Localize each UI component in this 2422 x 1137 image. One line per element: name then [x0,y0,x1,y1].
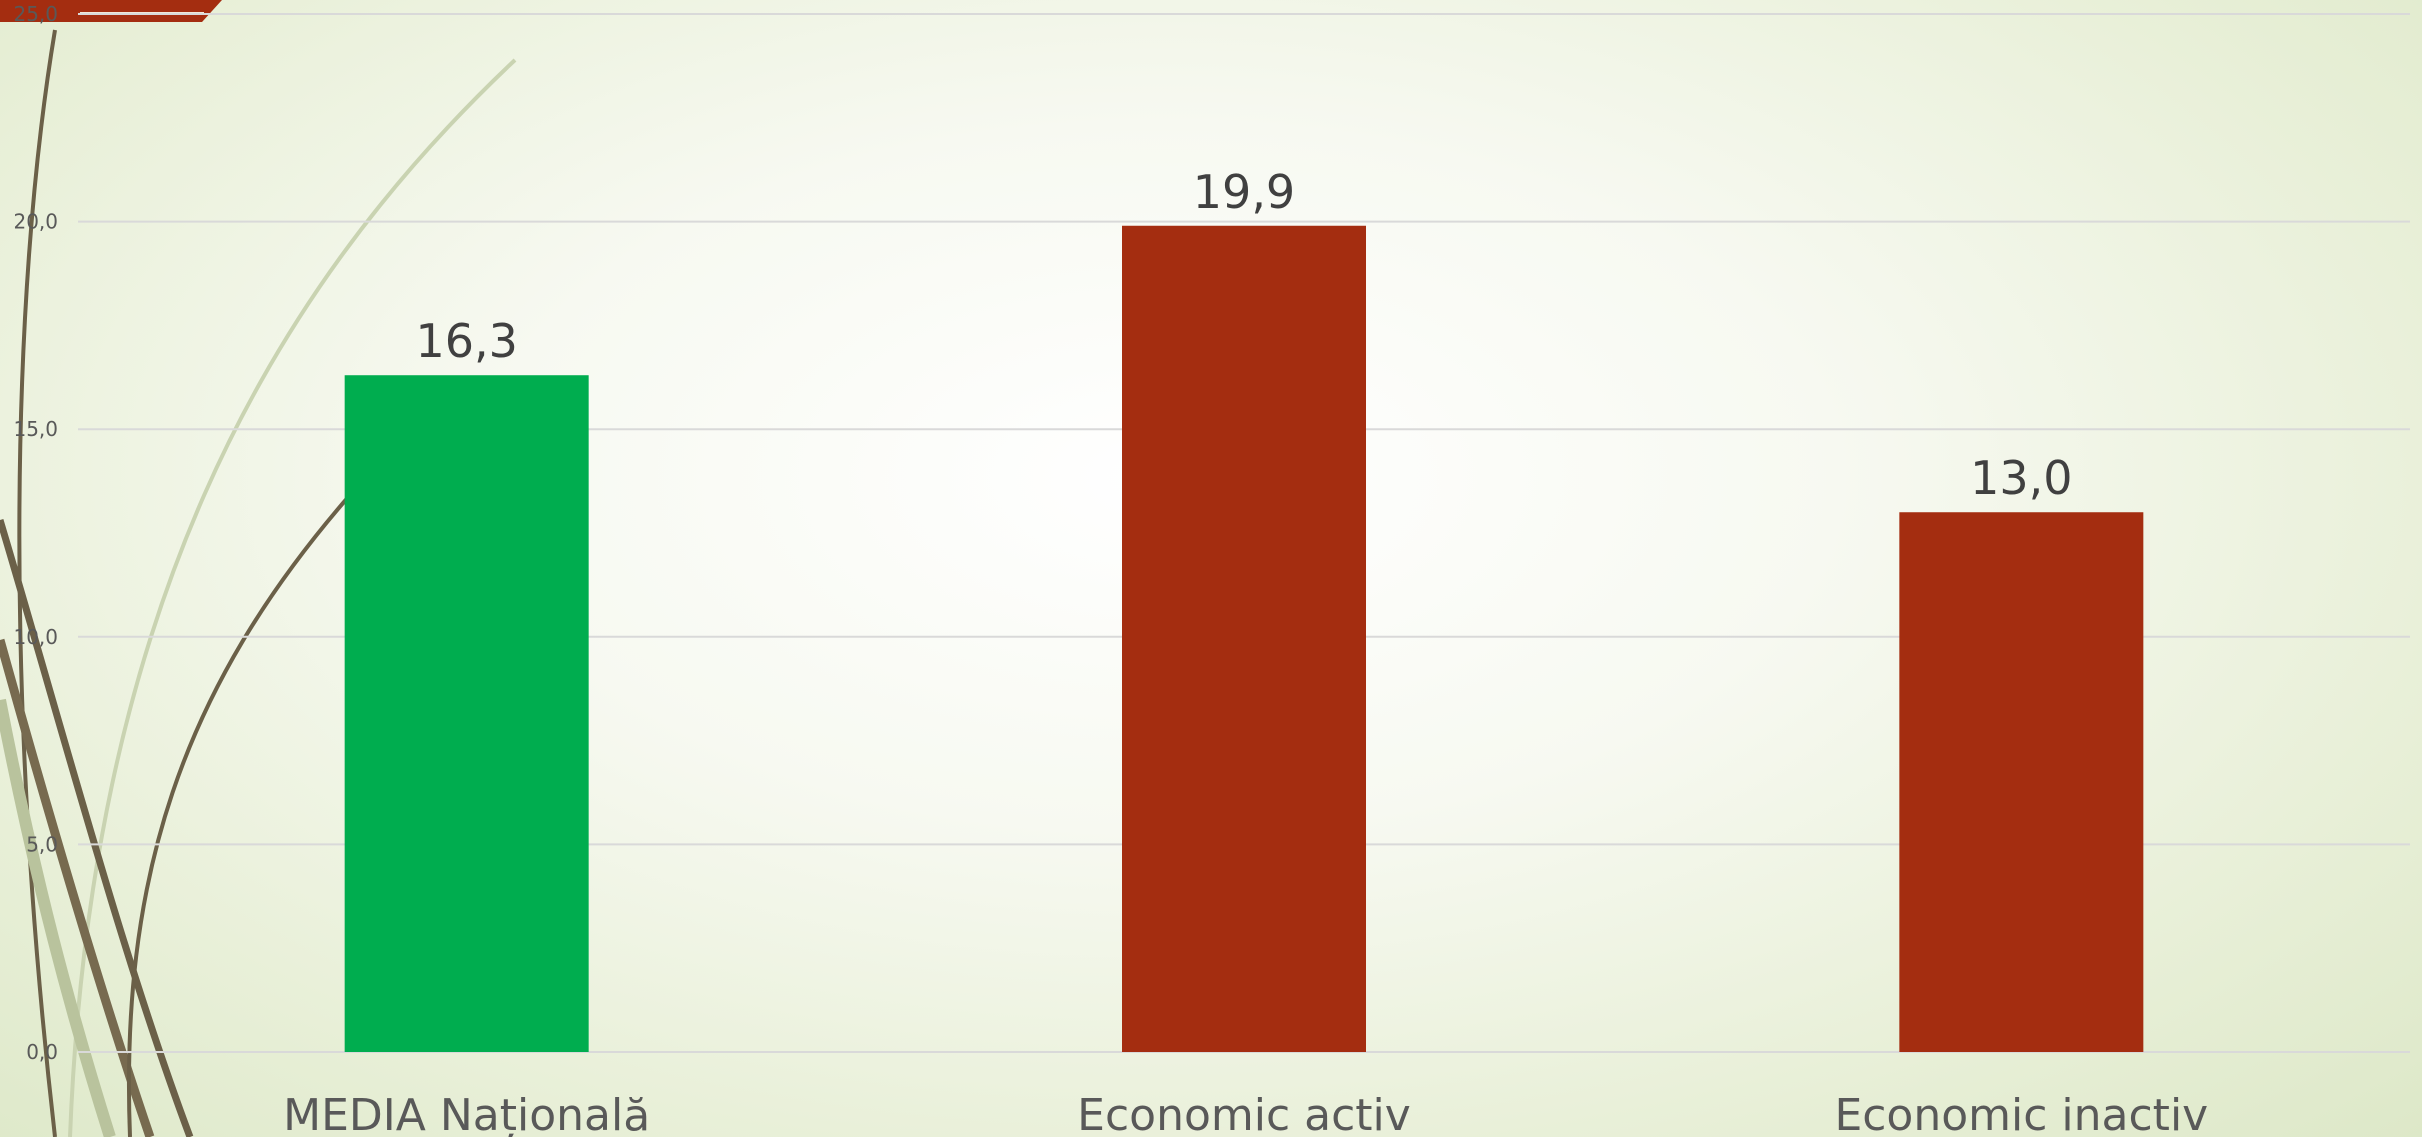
x-category-label: MEDIA Națională [283,1090,650,1137]
y-tick-label: 10,0 [13,625,58,649]
corner-accent-bar [0,0,222,22]
bar [1122,225,1366,1052]
decor-swoosh-6 [0,698,116,1137]
data-label: 16,3 [415,314,517,368]
y-tick-label: 20,0 [13,210,58,234]
y-tick-label: 15,0 [13,417,58,441]
decor-swoosh-1 [68,58,517,1137]
x-category-label: Economic inactiv [1834,1090,2208,1137]
y-tick-label: 5,0 [26,832,58,856]
data-label: 13,0 [1970,451,2072,505]
decor-swoosh-2 [17,29,57,1137]
data-label: 19,9 [1193,165,1295,219]
x-category-label: Economic activ [1077,1090,1411,1137]
bar [1899,512,2144,1052]
y-tick-label: 0,0 [26,1040,58,1064]
decor-swoosh-5 [126,493,352,1137]
y-tick-label: 25,0 [13,2,58,26]
decor-swoosh-3 [0,518,194,1137]
bar [344,375,589,1052]
